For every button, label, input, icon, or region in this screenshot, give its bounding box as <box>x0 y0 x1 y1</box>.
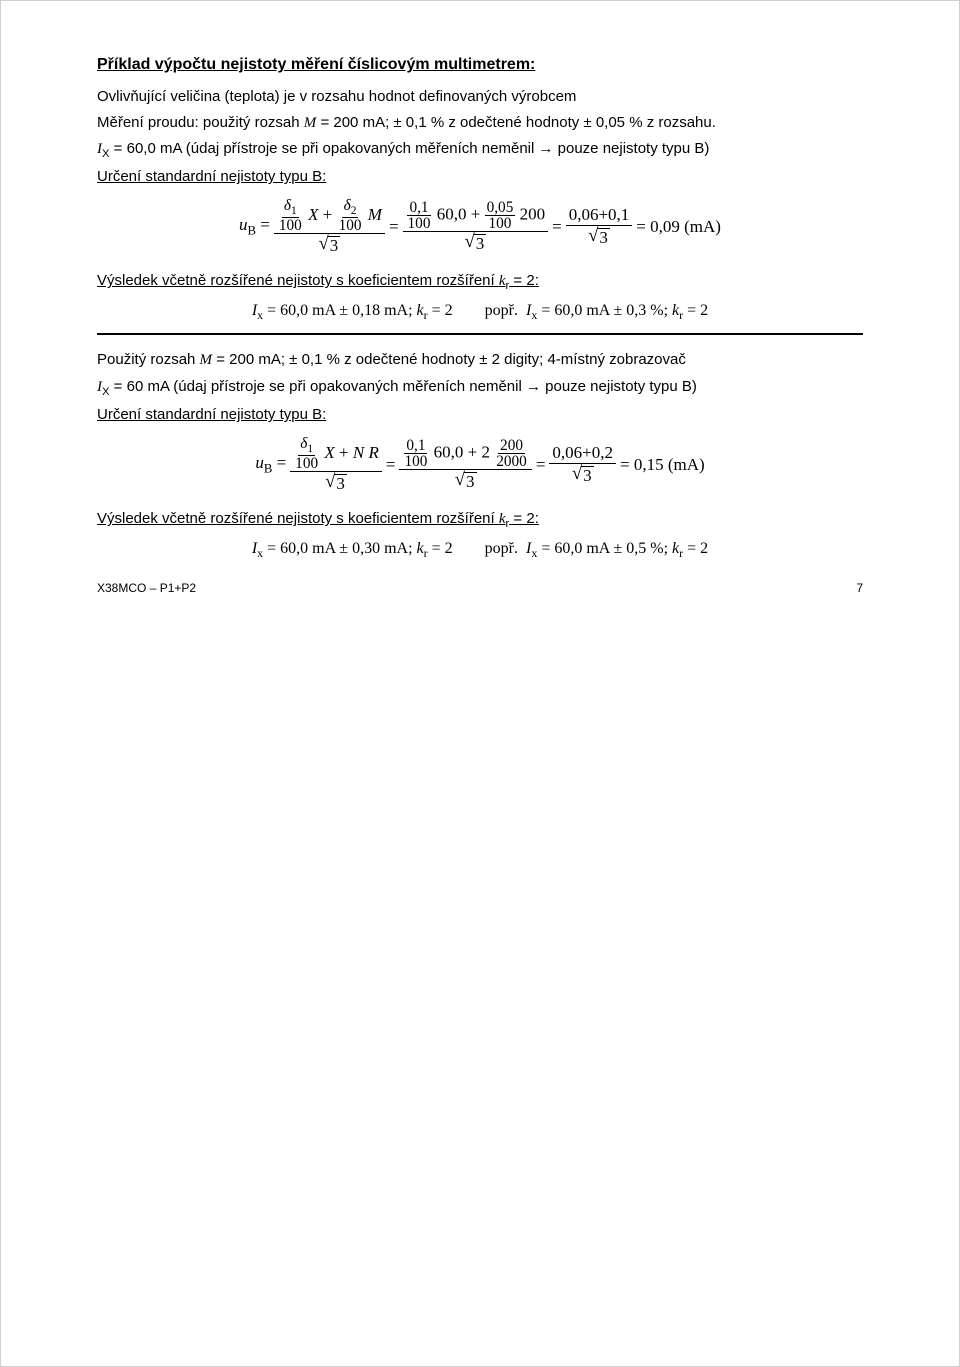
eq2-sqrt3a: 3 <box>334 474 347 494</box>
eq2-unit: (mA) <box>668 455 705 474</box>
res-h2a: Výsledek včetně rozšířené nejistoty s ko… <box>97 510 499 527</box>
res-h1a: Výsledek včetně rozšířené nejistoty s ko… <box>97 272 499 289</box>
eq1-n010: 0,1 <box>608 205 629 224</box>
r2-txt: = 60,0 mA ± 0,30 mA; <box>263 540 416 557</box>
s2b: = 200 mA; ± 0,1 % z odečtené hodnoty ± 2… <box>212 351 686 368</box>
eq2-n006: 0,06 <box>552 443 582 462</box>
paragraph-2: Měření proudu: použitý rozsah M = 200 mA… <box>97 110 863 137</box>
eq1-lhs: u <box>239 215 248 234</box>
r2-popr: popř. <box>453 540 526 557</box>
p2a: Měření proudu: použitý rozsah <box>97 114 304 131</box>
eq1-sqrt3c: 3 <box>597 228 610 248</box>
footer-right: 7 <box>856 581 863 595</box>
var-i-sub: X <box>102 148 110 160</box>
eq1-sqrt3b: 3 <box>474 234 487 254</box>
s2-is: X <box>102 386 110 398</box>
eq1-d1s: 1 <box>291 205 297 217</box>
paragraph-3: IX = 60,0 mA (údaj přístroje se při opak… <box>97 136 863 164</box>
kr2: k <box>499 511 506 527</box>
eq1-h4: 100 <box>486 216 513 231</box>
title: Příklad výpočtu nejistoty měření číslico… <box>97 56 863 74</box>
eq2-r: R <box>368 442 378 461</box>
eq1-plus: + <box>598 205 608 224</box>
r1-krv: = 2 <box>428 302 453 319</box>
eq1-h3: 100 <box>406 216 433 231</box>
eq1-n01: 0,1 <box>407 200 430 216</box>
footer-left: X38MCO – P1+P2 <box>97 581 196 595</box>
var-m: M <box>304 115 317 131</box>
eq2-d1s: 1 <box>307 443 313 455</box>
eq2-plus: + <box>582 443 592 462</box>
r1b-txt: = 60,0 mA ± 0,3 %; <box>537 302 672 319</box>
kr2v: = 2: <box>509 510 539 527</box>
paragraph-1: Ovlivňující veličina (teplota) je v rozs… <box>97 84 863 110</box>
eq1-h1: 100 <box>277 218 304 233</box>
eq2-lhss: B <box>264 462 273 476</box>
eq1-n006: 0,06 <box>569 205 599 224</box>
eq2-x: X <box>324 442 334 461</box>
eq2-sqrt3c: 3 <box>581 466 594 486</box>
eq2-h2: 100 <box>402 454 429 469</box>
result-1: Ix = 60,0 mA ± 0,18 mA; kr = 2 popř. Ix … <box>97 302 863 323</box>
p3a: = 60,0 mA (údaj přístroje se při opakova… <box>110 140 710 157</box>
page: Příklad výpočtu nejistoty měření číslico… <box>0 0 960 1367</box>
r2-krv: = 2 <box>428 540 453 557</box>
divider <box>97 333 863 335</box>
eq2-res: 0,15 <box>634 455 664 474</box>
r2b-txt: = 60,0 mA ± 0,5 %; <box>537 540 672 557</box>
eq2-two: 2 <box>481 442 490 461</box>
r1-txt: = 60,0 mA ± 0,18 mA; <box>263 302 416 319</box>
eq2-h1: 100 <box>293 456 320 471</box>
eq1-unit: (mA) <box>684 217 721 236</box>
r1b-krv: = 2 <box>683 302 708 319</box>
eq2-n02: 0,2 <box>592 443 613 462</box>
result-2: Ix = 60,0 mA ± 0,30 mA; kr = 2 popř. Ix … <box>97 540 863 561</box>
eq2-600: 60,0 <box>434 442 464 461</box>
r1-popr: popř. <box>453 302 526 319</box>
sec2-line1: Použitý rozsah M = 200 mA; ± 0,1 % z ode… <box>97 347 863 374</box>
eq2-2000: 2000 <box>494 454 529 469</box>
eq2-n: N <box>353 442 364 461</box>
eq2-sqrt3b: 3 <box>464 472 477 492</box>
eq1-x: X <box>308 204 318 223</box>
s2c: = 60 mA (údaj přístroje se při opakovaný… <box>110 378 697 395</box>
eq1-n005: 0,05 <box>485 200 516 216</box>
sec2-line2: IX = 60 mA (údaj přístroje se při opakov… <box>97 374 863 402</box>
eq2-200: 200 <box>498 438 525 454</box>
eq1-d1: δ <box>284 197 291 214</box>
eq1-200: 200 <box>520 204 546 223</box>
det-b-heading-2: Určení standardní nejistoty typu B: <box>97 402 863 428</box>
kr1: k <box>499 273 506 289</box>
r2-kr: k <box>417 540 424 557</box>
s2-m: M <box>200 352 213 368</box>
kr1v: = 2: <box>509 272 539 289</box>
eq1-sqrt3a: 3 <box>328 236 341 256</box>
r2b-krv: = 2 <box>683 540 708 557</box>
eq1-600: 60,0 <box>437 204 467 223</box>
det-b-heading: Určení standardní nejistoty typu B: <box>97 164 863 190</box>
equation-2: uB = δ1100 X + N R 3 = 0,1100 60,0 + 2 2… <box>97 436 863 495</box>
res-header-1: Výsledek včetně rozšířené nejistoty s ko… <box>97 268 863 296</box>
eq2-n01: 0,1 <box>404 438 427 454</box>
eq1-m: M <box>368 204 382 223</box>
eq1-lhs-sub: B <box>248 224 257 238</box>
eq1-h2: 100 <box>337 218 364 233</box>
eq1-d2: δ <box>344 197 351 214</box>
p2b: = 200 mA; ± 0,1 % z odečtené hodnoty ± 0… <box>316 114 716 131</box>
s2a: Použitý rozsah <box>97 351 200 368</box>
equation-1: uB = δ1100 X + δ2100 M 3 = 0,1100 60,0 +… <box>97 198 863 257</box>
eq1-d2s: 2 <box>351 205 357 217</box>
footer: X38MCO – P1+P2 7 <box>97 581 863 595</box>
eq2-lhs: u <box>255 453 264 472</box>
r1-kr: k <box>417 302 424 319</box>
res-header-2: Výsledek včetně rozšířené nejistoty s ko… <box>97 506 863 534</box>
eq1-res: 0,09 <box>650 217 680 236</box>
